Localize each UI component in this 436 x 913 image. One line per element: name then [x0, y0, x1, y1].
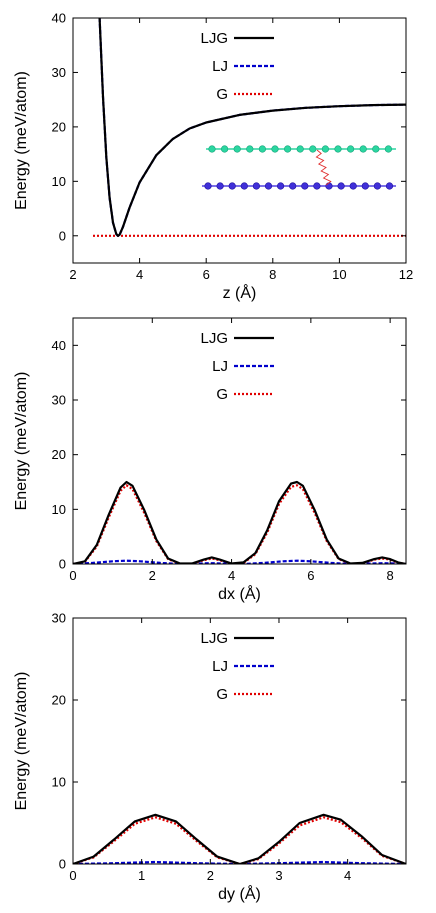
bilayer-schematic [202, 145, 396, 190]
x-tick-label: 4 [136, 267, 143, 282]
series-line-g [73, 484, 406, 564]
y-tick-label: 40 [52, 338, 66, 353]
x-tick-label: 10 [332, 267, 346, 282]
x-tick-label: 4 [344, 868, 351, 883]
x-tick-label: 1 [138, 868, 145, 883]
legend-label-g: G [216, 386, 228, 403]
y-tick-label: 20 [52, 119, 66, 134]
y-tick-label: 40 [52, 11, 66, 26]
top-layer-atom [309, 145, 317, 153]
chart-panel-1: 2 4 6 8 10 12 0 10 20 30 40 z (Å) Energy (meV/atom) L… [13, 11, 413, 303]
bottom-layer-atom [252, 182, 260, 190]
y-tick-label: 0 [59, 857, 66, 872]
plot-frame [72, 317, 407, 565]
top-layer-atom [246, 145, 254, 153]
x-tick-label: 12 [399, 267, 413, 282]
y-tick-label: 0 [59, 557, 66, 572]
x-tick-label: 0 [69, 568, 76, 583]
bottom-layer-atom [289, 182, 297, 190]
legend-label-ljg: LJG [200, 30, 228, 47]
y-tick-label: 20 [52, 447, 66, 462]
top-layer-atom [233, 145, 241, 153]
y-tick-label: 30 [52, 611, 66, 626]
y-tick-label: 10 [52, 775, 66, 790]
series-line-g [73, 816, 406, 864]
legend-label-g: G [216, 86, 228, 103]
x-axis-label: dx (Å) [218, 584, 261, 603]
series-line-ljg [73, 480, 406, 564]
legend-label-g: G [216, 686, 228, 703]
x-tick-label: 0 [69, 868, 76, 883]
top-layer-atom [347, 145, 355, 153]
x-tick-label: 8 [269, 267, 276, 282]
bottom-layer-atom [385, 182, 394, 190]
y-axis-label: Energy (meV/atom) [13, 672, 30, 811]
y-tick-label: 10 [52, 502, 66, 517]
top-layer-atom [359, 145, 367, 153]
series-line-lj [98, 18, 406, 237]
x-tick-label: 2 [149, 568, 156, 583]
x-tick-label: 6 [307, 568, 314, 583]
bottom-layer-atom [277, 182, 285, 190]
legend-label-lj: LJ [212, 658, 228, 675]
top-layer-atom [284, 145, 292, 153]
series-line-ljg [73, 813, 406, 864]
x-axis-label: dy (Å) [218, 884, 261, 903]
y-axis-label: Energy (meV/atom) [13, 71, 30, 210]
bottom-layer-atom [361, 182, 369, 190]
legend-label-ljg: LJG [200, 330, 228, 347]
top-layer-atom [208, 145, 216, 153]
y-tick-label: 0 [59, 228, 66, 243]
y-tick-label: 30 [52, 65, 66, 80]
y-axis-label: Energy (meV/atom) [13, 372, 30, 511]
x-tick-label: 2 [207, 868, 214, 883]
y-tick-label: 20 [52, 693, 66, 708]
series-lines [73, 813, 406, 864]
top-layer-atom [258, 145, 267, 153]
bottom-layer-atom [228, 182, 236, 190]
x-tick-label: 4 [228, 568, 235, 583]
x-tick-label: 8 [387, 568, 394, 583]
legend-label-lj: LJ [212, 58, 228, 75]
series-lines [73, 480, 406, 564]
x-axis-label: z (Å) [223, 283, 257, 302]
bottom-layer-atom [240, 182, 248, 190]
top-layer-atom [334, 145, 342, 153]
bottom-layer-atom [337, 182, 345, 190]
x-tick-label: 2 [69, 267, 76, 282]
top-layer-atom [372, 145, 380, 153]
x-tick-label: 3 [275, 868, 282, 883]
top-layer-atom [296, 145, 304, 153]
x-tick-label: 6 [203, 267, 210, 282]
bottom-layer-atom [301, 182, 309, 190]
bottom-layer-atom [204, 182, 212, 190]
top-layer-atom [221, 145, 229, 153]
bottom-layer-atom [313, 182, 321, 190]
plot-frame [72, 617, 407, 865]
bottom-layer-atom [325, 182, 333, 190]
interlayer-spring [315, 149, 332, 186]
legend-label-ljg: LJG [200, 630, 228, 647]
series-line-lj [73, 860, 406, 864]
bottom-layer-atom [373, 182, 382, 190]
top-layer-atom [321, 145, 330, 153]
bottom-layer-atom [264, 182, 273, 190]
top-layer-atom [271, 145, 279, 153]
legend-label-lj: LJ [212, 358, 228, 375]
y-tick-label: 30 [52, 393, 66, 408]
bottom-layer-atom [349, 182, 357, 190]
series-line-ljg [98, 18, 406, 237]
top-layer-atom [384, 145, 393, 153]
bottom-layer-atom [216, 182, 224, 190]
plot-frame [72, 17, 407, 264]
series-lines [93, 18, 406, 237]
y-tick-label: 10 [52, 174, 66, 189]
